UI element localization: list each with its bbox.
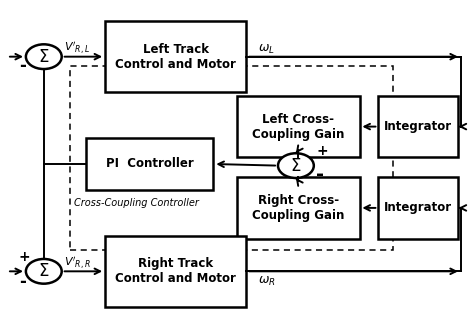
Text: $\Sigma$: $\Sigma$ xyxy=(38,48,49,66)
FancyBboxPatch shape xyxy=(105,236,246,307)
Text: $\Sigma$: $\Sigma$ xyxy=(38,262,49,280)
Text: $\omega_L$: $\omega_L$ xyxy=(258,43,275,56)
FancyBboxPatch shape xyxy=(378,96,458,157)
FancyBboxPatch shape xyxy=(237,177,359,239)
Text: Left Cross-
Coupling Gain: Left Cross- Coupling Gain xyxy=(252,113,345,141)
Text: +: + xyxy=(19,250,30,264)
Text: Cross-Coupling Controller: Cross-Coupling Controller xyxy=(74,198,199,208)
Circle shape xyxy=(26,44,62,69)
Text: Right Track
Control and Motor: Right Track Control and Motor xyxy=(115,257,236,285)
Circle shape xyxy=(278,153,314,178)
FancyBboxPatch shape xyxy=(378,177,458,239)
Text: +: + xyxy=(316,144,328,158)
Text: $\omega_R$: $\omega_R$ xyxy=(258,275,276,288)
Circle shape xyxy=(26,259,62,284)
Text: Integrator: Integrator xyxy=(384,201,453,215)
Text: PI  Controller: PI Controller xyxy=(106,157,194,171)
Text: -: - xyxy=(19,57,26,75)
Text: $V'_{R,R}$: $V'_{R,R}$ xyxy=(64,256,91,272)
Text: Integrator: Integrator xyxy=(384,120,453,133)
FancyBboxPatch shape xyxy=(86,138,213,190)
FancyBboxPatch shape xyxy=(105,21,246,92)
Text: Right Cross-
Coupling Gain: Right Cross- Coupling Gain xyxy=(252,194,345,222)
Text: Left Track
Control and Motor: Left Track Control and Motor xyxy=(115,43,236,71)
FancyBboxPatch shape xyxy=(237,96,359,157)
Text: $V'_{R,L}$: $V'_{R,L}$ xyxy=(64,41,90,57)
Text: -: - xyxy=(316,165,324,184)
Text: -: - xyxy=(19,273,26,291)
Text: $\Sigma$: $\Sigma$ xyxy=(290,157,301,174)
